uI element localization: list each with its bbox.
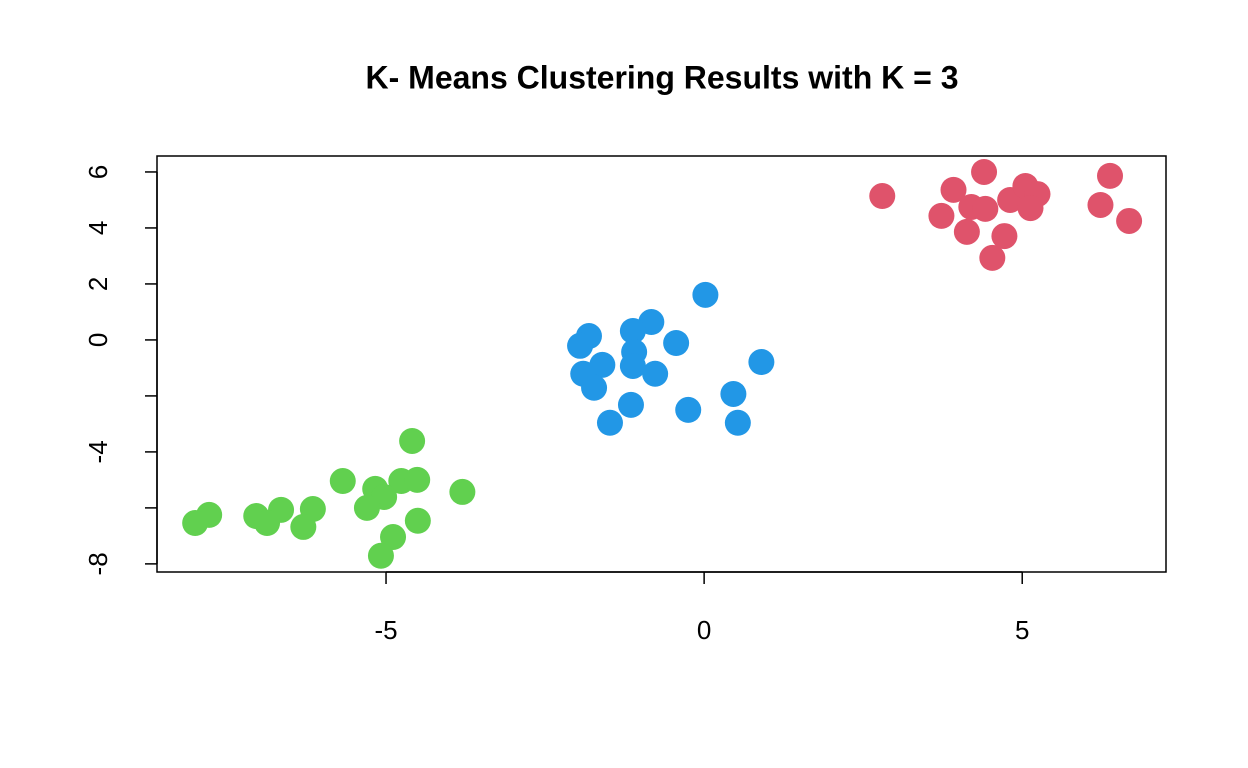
point <box>619 352 646 379</box>
point <box>1087 191 1114 218</box>
point <box>869 183 896 210</box>
point <box>619 317 646 344</box>
point <box>720 380 747 407</box>
point <box>617 391 644 418</box>
point <box>991 223 1018 250</box>
point <box>367 542 394 569</box>
point <box>940 176 967 203</box>
point <box>748 349 775 376</box>
point <box>972 195 999 222</box>
point <box>182 510 209 537</box>
point <box>724 409 751 436</box>
point <box>353 494 380 521</box>
point <box>254 510 281 537</box>
point <box>1116 207 1143 234</box>
y-tick-label: -4 <box>83 440 113 463</box>
point <box>953 218 980 245</box>
y-tick-label: 0 <box>83 333 113 347</box>
point <box>1017 195 1044 222</box>
point <box>449 478 476 505</box>
point <box>663 330 690 357</box>
point <box>692 281 719 308</box>
point <box>1097 162 1124 189</box>
point <box>567 332 594 359</box>
chart-title: K- Means Clustering Results with K = 3 <box>366 59 959 95</box>
point <box>971 158 998 185</box>
point <box>928 202 955 229</box>
point <box>979 244 1006 271</box>
point <box>399 427 426 454</box>
x-tick-label: 0 <box>697 615 711 645</box>
y-tick-label: -8 <box>83 552 113 575</box>
point <box>290 513 317 540</box>
point <box>329 468 356 495</box>
y-tick-label: 2 <box>83 277 113 291</box>
point <box>404 507 431 534</box>
x-tick-label: -5 <box>374 615 397 645</box>
point <box>380 524 407 551</box>
point <box>642 360 669 387</box>
x-tick-label: 5 <box>1015 615 1029 645</box>
point <box>596 409 623 436</box>
y-tick-label: 6 <box>83 165 113 179</box>
point <box>404 466 431 493</box>
point <box>581 374 608 401</box>
point <box>675 396 702 423</box>
y-tick-label: 4 <box>83 221 113 235</box>
